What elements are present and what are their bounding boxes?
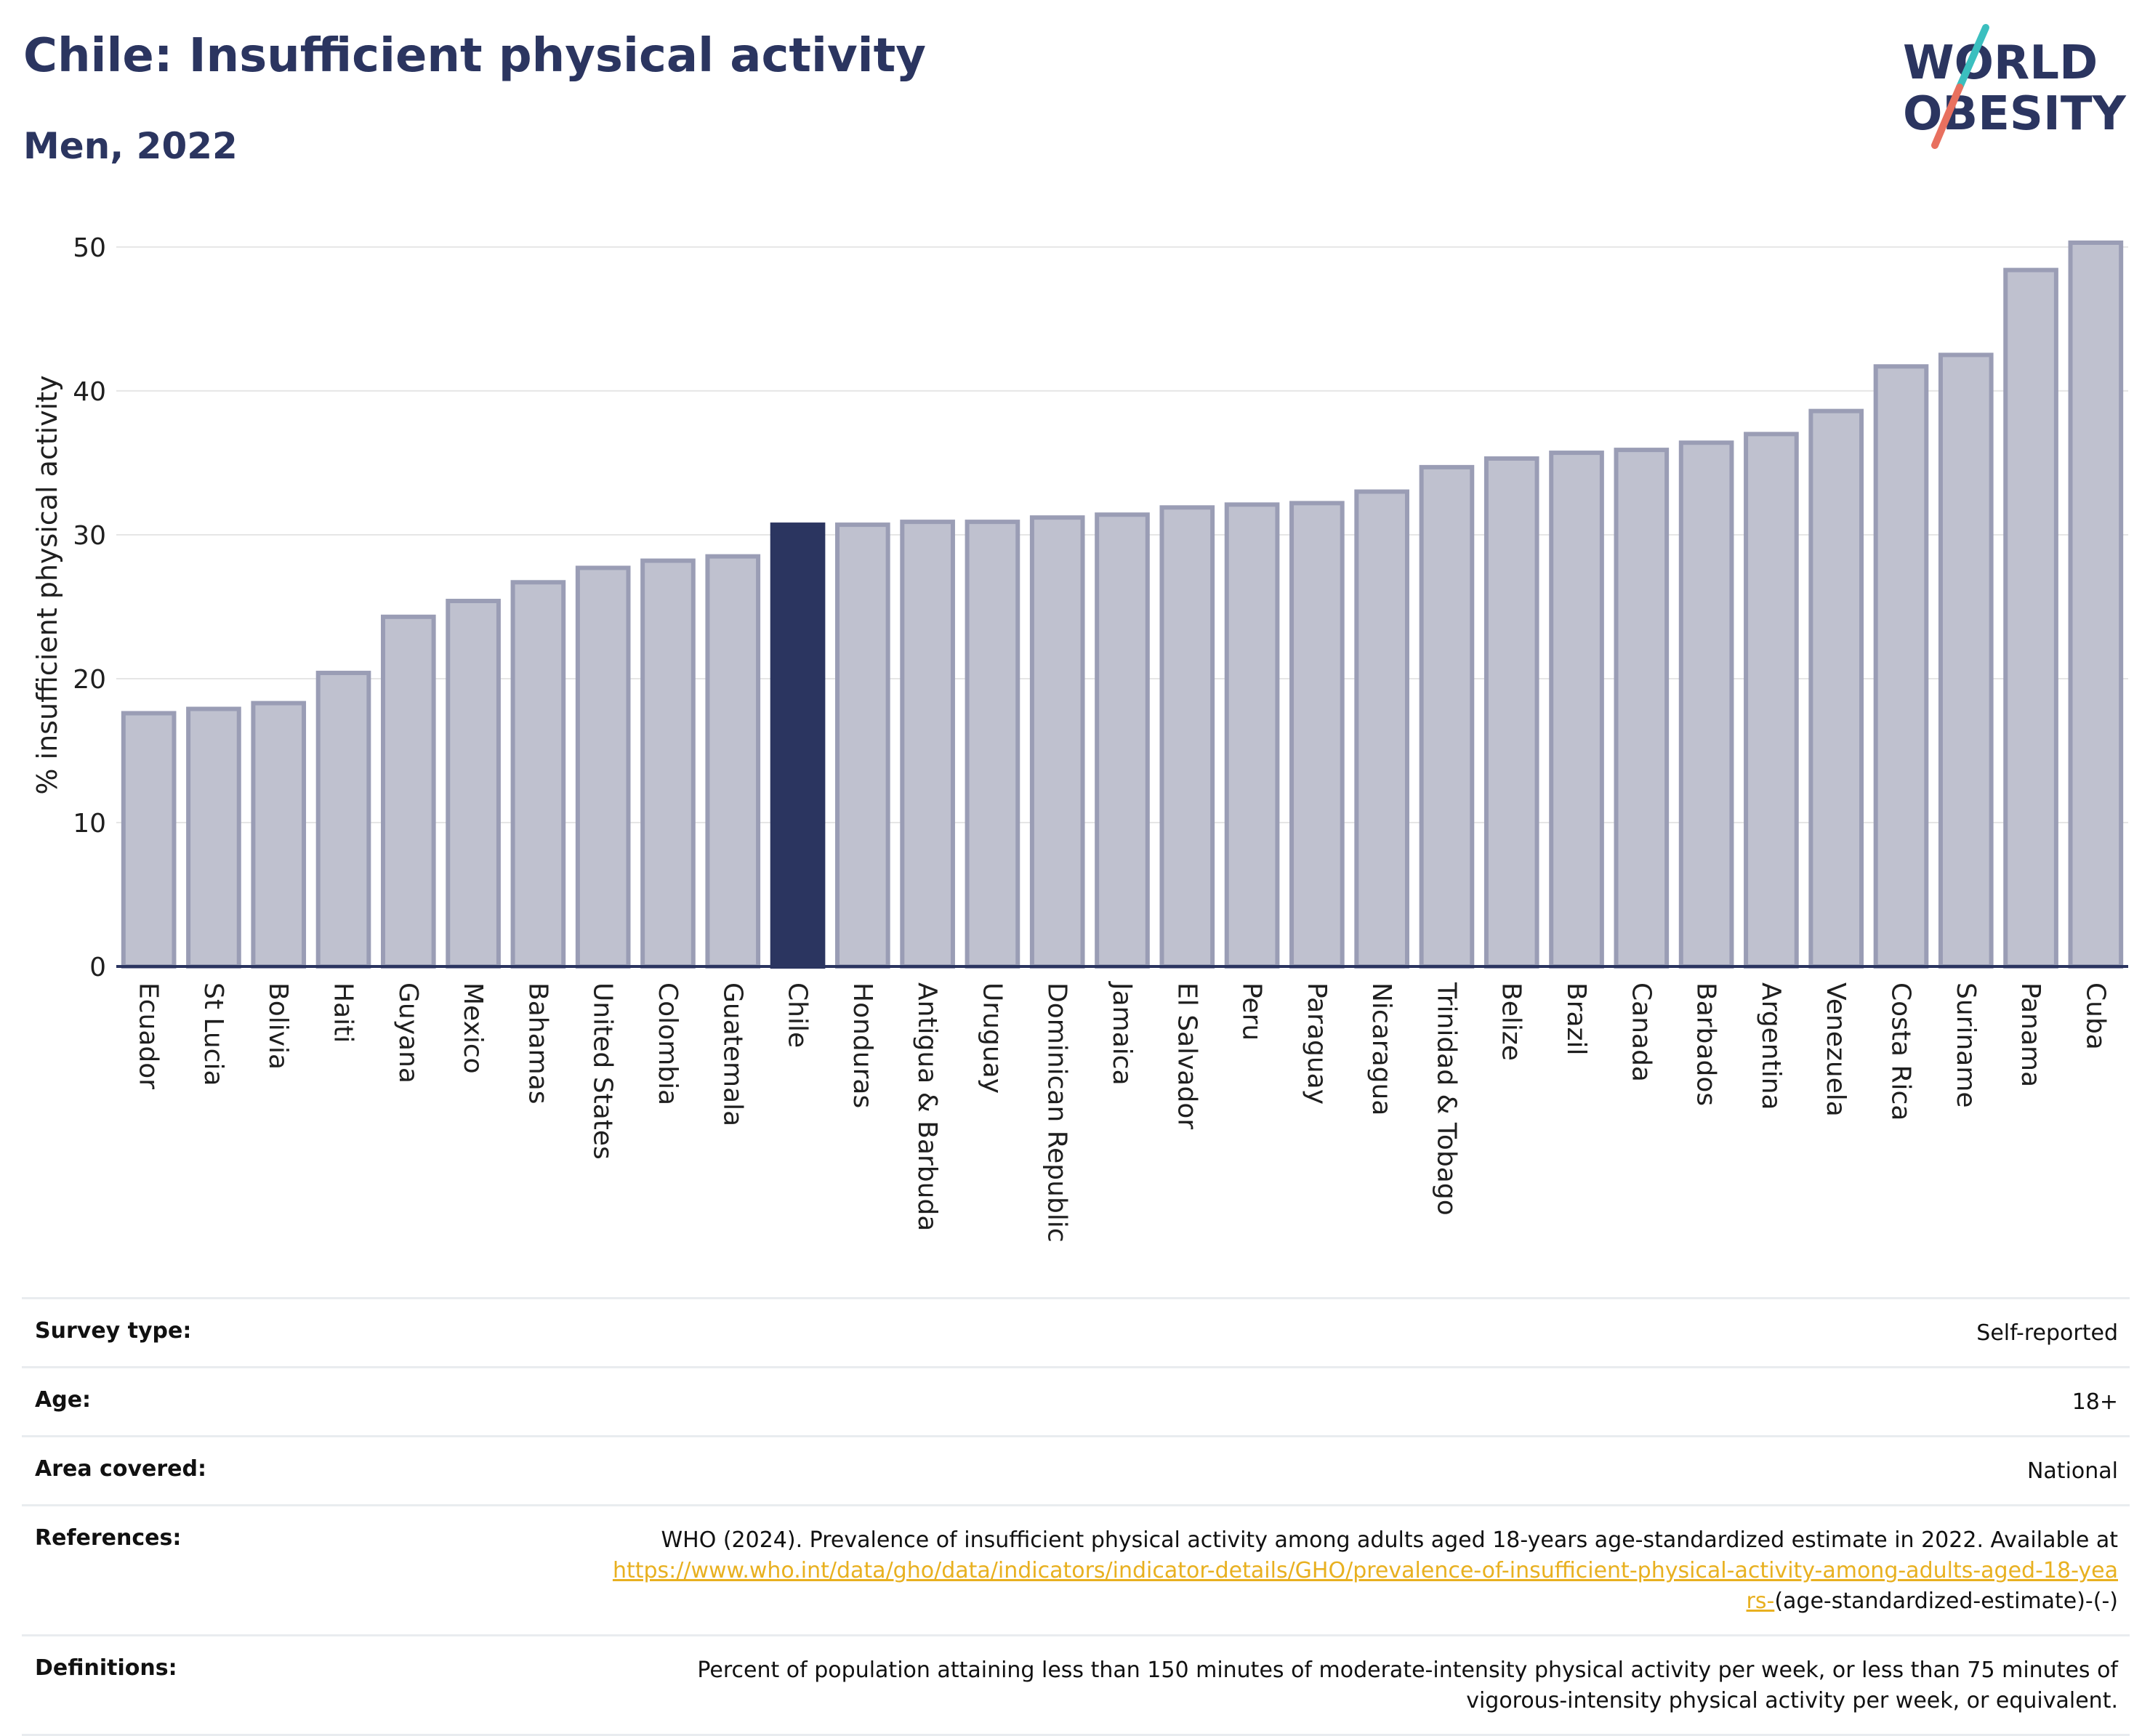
references-text: WHO (2024). Prevalence of insufficient p… xyxy=(661,1527,2118,1553)
bar-suriname xyxy=(1938,352,1994,969)
references-link[interactable]: https://www.who.int/data/gho/data/indica… xyxy=(612,1558,2118,1614)
bar-guyana xyxy=(380,614,436,969)
bar-colombia xyxy=(640,558,696,969)
x-tick-label: Belize xyxy=(1497,982,1526,1061)
y-axis-label: % insufficient physical activity xyxy=(31,375,63,794)
references-suffix: (age-standardized-estimate)-(-) xyxy=(1774,1588,2118,1614)
bar-ecuador xyxy=(121,711,177,969)
y-tick-label: 30 xyxy=(73,521,106,551)
x-tick-label: Brazil xyxy=(1561,982,1591,1055)
x-tick-label: Panama xyxy=(2016,982,2045,1087)
bar-paraguay xyxy=(1289,501,1345,969)
meta-label: Definitions: xyxy=(35,1655,177,1681)
bar-el-salvador xyxy=(1159,505,1215,969)
x-tick-label: Paraguay xyxy=(1302,982,1332,1105)
meta-row-area: Area covered: National xyxy=(22,1435,2130,1504)
meta-label: Survey type: xyxy=(35,1318,192,1344)
x-tick-label: Antigua & Barbuda xyxy=(912,982,942,1231)
x-tick-label: Bahamas xyxy=(523,982,552,1105)
x-tick-label: El Salvador xyxy=(1172,982,1201,1129)
y-tick-label: 50 xyxy=(73,233,106,263)
bar-brazil xyxy=(1549,451,1604,969)
x-tick-label: Barbados xyxy=(1691,982,1721,1106)
bar-bolivia xyxy=(251,701,307,969)
bar-chart: 0 10 20 30 40 50 Ecuador St Lucia Bolivia Haiti Gu… xyxy=(31,233,2128,1243)
bar-antigua-barbuda xyxy=(900,520,955,969)
meta-value-references: WHO (2024). Prevalence of insufficient p… xyxy=(606,1525,2118,1617)
axis-layer: 0 10 20 30 40 50 Ecuador St Lucia Bolivia Haiti Gu… xyxy=(73,233,2128,1243)
x-tick-label: Uruguay xyxy=(977,982,1007,1094)
x-tick-label: Mexico xyxy=(458,982,488,1074)
page-subtitle: Men, 2022 xyxy=(23,125,238,167)
x-tick-label: Guyana xyxy=(393,982,423,1083)
x-tick-label: Nicaragua xyxy=(1366,982,1396,1115)
x-tick-label: Jamaica xyxy=(1107,981,1137,1086)
bar-cuba xyxy=(2068,240,2124,969)
y-tick-label: 0 xyxy=(89,953,106,982)
bar-panama xyxy=(2003,267,2058,969)
bars-layer xyxy=(121,240,2124,969)
meta-value: Percent of population attaining less tha… xyxy=(697,1658,2118,1713)
x-tick-label: Costa Rica xyxy=(1885,982,1915,1121)
bar-guatemala xyxy=(705,554,761,969)
bar-haiti xyxy=(315,671,371,969)
logo-slash-bottom xyxy=(1931,84,1963,149)
x-tick-label: Ecuador xyxy=(134,982,164,1089)
meta-label: Area covered: xyxy=(35,1456,206,1482)
x-tick-label: Cuba xyxy=(2080,982,2110,1050)
bar-costa-rica xyxy=(1873,364,1929,969)
bar-bahamas xyxy=(510,580,566,969)
x-tick-label: Canada xyxy=(1626,982,1656,1082)
x-tick-label: Dominican Republic xyxy=(1042,982,1072,1243)
meta-value: National xyxy=(2026,1458,2118,1484)
meta-label: Age: xyxy=(35,1387,92,1413)
bar-dominican-republic xyxy=(1029,515,1085,969)
x-tick-label: Peru xyxy=(1237,982,1267,1041)
bar-barbados xyxy=(1678,440,1734,969)
metadata-table: Survey type: Self-reported Age: 18+ Area… xyxy=(22,1297,2130,1736)
x-tick-label: St Lucia xyxy=(198,982,228,1086)
bar-chile xyxy=(770,522,826,969)
x-tick-label: Chile xyxy=(783,982,813,1048)
x-tick-label: Bolivia xyxy=(263,982,293,1070)
bar-st-lucia xyxy=(186,706,241,969)
x-tick-label: Venezuela xyxy=(1821,982,1851,1117)
page-title: Chile: Insufficient physical activity xyxy=(23,29,926,83)
bar-canada xyxy=(1614,448,1670,969)
bar-venezuela xyxy=(1808,408,1864,969)
x-tick-label: Colombia xyxy=(653,982,683,1105)
bar-honduras xyxy=(835,522,890,969)
meta-value: 18+ xyxy=(2072,1389,2118,1415)
bar-mexico xyxy=(446,599,501,969)
y-tick-label: 20 xyxy=(73,665,106,695)
bar-uruguay xyxy=(965,520,1020,969)
x-tick-label: Guatemala xyxy=(717,982,747,1126)
x-tick-label: Trinidad & Tobago xyxy=(1431,982,1461,1216)
bar-trinidad-tobago xyxy=(1419,464,1475,969)
bar-argentina xyxy=(1744,432,1799,969)
logo-line-world: WORLD xyxy=(1903,36,2098,90)
x-tick-label: Suriname xyxy=(1951,982,1981,1108)
logo-slash-top xyxy=(1956,24,1989,91)
y-tick-label: 10 xyxy=(73,809,106,839)
world-obesity-logo: WORLD OBESITY xyxy=(1903,24,2126,149)
x-tick-label: United States xyxy=(588,982,618,1160)
bar-united-states xyxy=(575,565,631,969)
x-tick-label: Haiti xyxy=(329,982,358,1043)
meta-row-survey-type: Survey type: Self-reported xyxy=(22,1297,2130,1366)
meta-row-definitions: Definitions: Percent of population attai… xyxy=(22,1634,2130,1736)
x-tick-label: Honduras xyxy=(847,982,877,1108)
bar-nicaragua xyxy=(1354,489,1409,969)
meta-value: Self-reported xyxy=(1976,1320,2118,1346)
y-tick-label: 40 xyxy=(73,377,106,407)
bar-belize xyxy=(1483,456,1539,969)
meta-row-references: References: WHO (2024). Prevalence of in… xyxy=(22,1504,2130,1634)
bar-peru xyxy=(1224,502,1280,969)
bar-jamaica xyxy=(1095,512,1150,969)
meta-row-age: Age: 18+ xyxy=(22,1366,2130,1435)
meta-label: References: xyxy=(35,1525,182,1551)
x-tick-label: Argentina xyxy=(1756,982,1786,1110)
